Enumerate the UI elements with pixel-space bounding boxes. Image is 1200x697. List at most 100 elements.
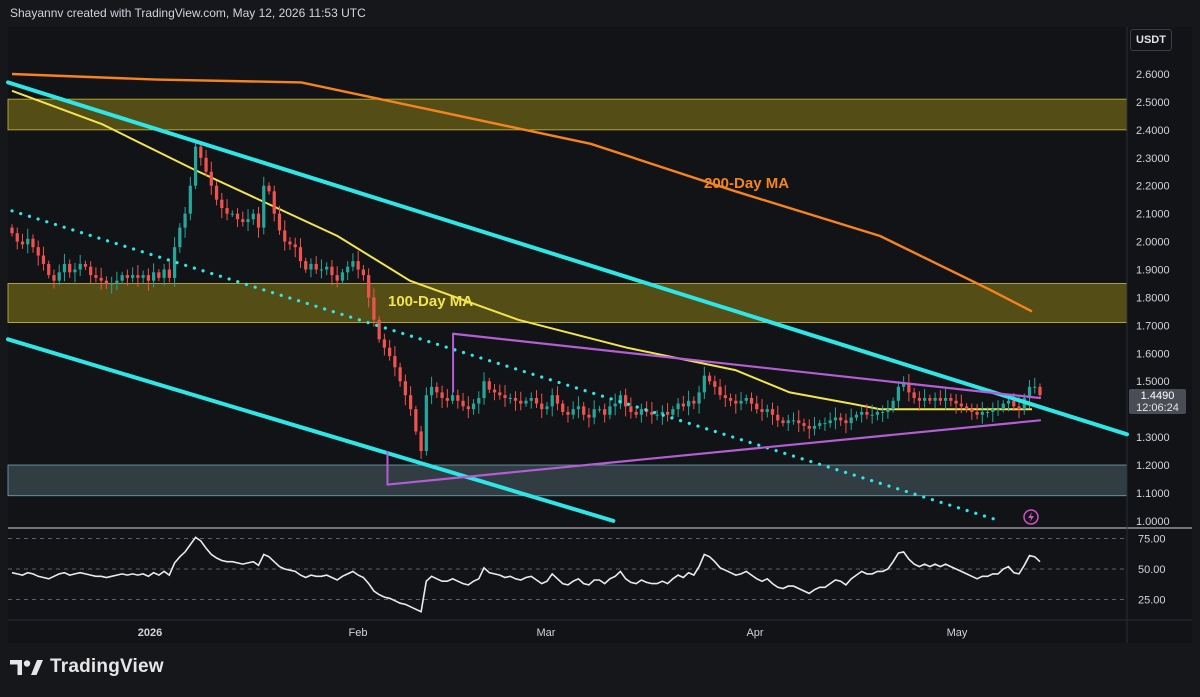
candle-body [393,356,397,368]
candle-body [613,403,617,407]
candle-body [230,213,234,215]
candle-body [319,269,324,271]
price-tick-label: 1.1000 [1136,488,1170,500]
candle-body [424,395,428,452]
candle-body [964,406,969,410]
candle-body [183,213,187,228]
candle-body [875,411,880,415]
candle-body [907,384,911,393]
tradingview-logo[interactable]: TradingView [10,656,164,678]
candle-body [949,397,953,401]
candle-body [854,414,859,418]
candle-body [807,425,811,429]
candle-body [214,185,219,200]
candle-body [818,423,822,426]
candle-body [723,395,727,398]
time-tick-label: May [947,627,968,639]
candle-body [83,263,88,267]
ma200-annotation: 200-Day MA [704,175,789,192]
ma100-annotation: 100-Day MA [388,293,473,310]
zone-support [7,464,1128,497]
candle-body [26,238,30,245]
candle-body [335,275,339,281]
rsi-tick-label: 75.00 [1138,534,1166,546]
candle-body [99,277,103,281]
dotted-trendline [10,209,1002,523]
candle-body [73,269,77,273]
candle-body [634,411,638,415]
candle-body [52,275,56,281]
candle-body [582,406,586,415]
candle-countdown: 12:06:24 [1136,402,1179,414]
candle-body [812,425,817,429]
candle-body [529,397,533,401]
candle-body [246,219,250,223]
price-tick-label: 2.3000 [1136,153,1170,165]
tradingview-logo-icon [10,660,43,675]
candle-body [298,247,303,262]
rsi-tick-label: 25.00 [1138,595,1166,607]
candle-body [760,409,764,412]
candle-body [681,403,685,407]
candle-body [209,171,213,186]
candle-body [477,397,481,404]
candle-body [1033,386,1037,388]
candle-body [89,266,93,276]
candle-body [193,146,198,186]
candle-body [47,263,51,276]
candle-body [870,414,874,416]
price-tick-label: 1.9000 [1136,265,1170,277]
candle-body [587,414,591,418]
candle-body [172,247,177,278]
candle-body [991,409,995,412]
candle-body [608,406,612,415]
candle-body [283,230,287,242]
candle-body [277,213,282,231]
time-tick-label: Apr [746,627,763,639]
candle-body [734,400,738,404]
candle-body [603,409,607,415]
candle-body [272,191,276,214]
candle-body [487,381,491,390]
candle-body [629,406,633,412]
triangle-upper-line [451,332,1042,400]
candle-body [157,272,161,278]
candle-body [419,431,423,452]
candle-body [797,420,801,424]
candle-body [938,397,942,401]
candle-body [639,409,644,415]
candle-body [739,400,743,404]
candle-body [1027,386,1032,398]
candle-body [550,395,554,407]
candle-body [566,411,570,415]
candle-body [513,397,518,401]
price-tick-label: 2.5000 [1136,97,1170,109]
candle-body [288,241,292,245]
price-tick-label: 1.7000 [1136,320,1170,332]
candle-body [94,275,98,278]
candle-body [482,381,486,398]
candle-body [860,411,864,415]
candle-body [204,157,208,172]
candle-body [839,417,843,421]
candle-body [823,423,827,425]
candle-body [686,400,691,407]
candle-body [167,269,171,278]
currency-selector[interactable]: USDT [1130,29,1172,51]
candle-body [151,272,156,281]
rsi-tick-label: 50.00 [1138,564,1166,576]
triangle-lower-line [386,419,1042,486]
candle-body [545,406,549,410]
candle-body [881,411,885,413]
candle-body [749,397,754,404]
candle-body [707,375,712,382]
candle-body [508,397,512,399]
candle-body [928,397,932,401]
candle-body [985,411,990,413]
candle-body [471,403,476,410]
candle-body [388,347,392,357]
candle-body [576,406,581,410]
price-tick-label: 1.5000 [1136,376,1170,388]
candle-body [131,275,135,278]
